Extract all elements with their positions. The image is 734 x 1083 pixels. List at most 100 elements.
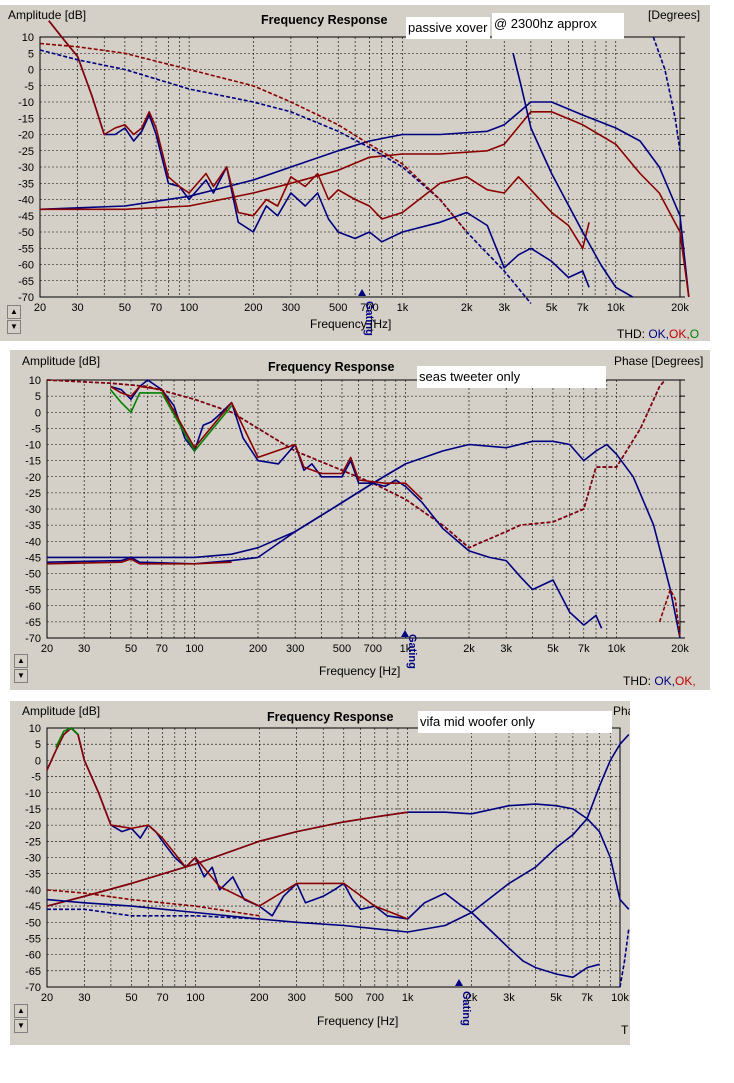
thd-label: T xyxy=(621,1023,629,1037)
y-tick-label: -40 xyxy=(25,536,41,548)
x-tick-label: 10k xyxy=(607,302,625,314)
y-tick-label: -55 xyxy=(18,243,34,255)
x-tick-label: 1k xyxy=(400,643,412,655)
scroll-down-button[interactable]: ▼ xyxy=(14,1019,28,1033)
gating-arrow xyxy=(358,289,366,296)
x-tick-label: 700 xyxy=(366,992,384,1004)
x-tick-label: 20 xyxy=(34,302,46,314)
y-tick-label: -70 xyxy=(25,633,41,645)
thd-label: THD: xyxy=(623,674,651,688)
y-tick-label: 5 xyxy=(28,48,34,60)
y-axis-label: Amplitude [dB] xyxy=(22,704,101,718)
x-axis-label: Frequency [Hz] xyxy=(310,317,392,331)
phase-axis-label: Pha xyxy=(613,704,630,718)
x-tick-label: 1k xyxy=(402,992,414,1004)
scroll-up-button[interactable]: ▲ xyxy=(7,305,21,319)
x-tick-label: 300 xyxy=(282,302,300,314)
x-tick-label: 50 xyxy=(125,992,137,1004)
series-line-3 xyxy=(48,20,590,288)
series-line-4 xyxy=(46,463,406,565)
y-tick-label: -10 xyxy=(25,440,41,452)
x-tick-label: 3k xyxy=(503,992,515,1004)
x-tick-label: 7k xyxy=(578,643,590,655)
x-axis-label: Frequency [Hz] xyxy=(317,1014,399,1028)
y-tick-label: -30 xyxy=(18,162,34,174)
annotation-seas-tweeter: seas tweeter only xyxy=(417,366,606,388)
y-tick-label: -45 xyxy=(18,211,34,223)
y-tick-label: -70 xyxy=(18,292,34,304)
y-tick-label: 0 xyxy=(28,65,34,77)
x-tick-label: 30 xyxy=(78,992,90,1004)
x-tick-label: 1k xyxy=(397,302,409,314)
x-tick-label: 300 xyxy=(286,643,304,655)
chart-title: Frequency Response xyxy=(268,360,395,374)
y-tick-label: -60 xyxy=(25,950,41,962)
chart-title: Frequency Response xyxy=(267,710,394,724)
y-tick-label: -50 xyxy=(25,569,41,581)
scroll-up-button[interactable]: ▲ xyxy=(14,1004,28,1018)
y-tick-label: -5 xyxy=(31,423,41,435)
thd-ok-2: OK, xyxy=(675,674,696,688)
series-line-6 xyxy=(39,42,468,233)
y-tick-label: -5 xyxy=(24,81,34,93)
y-tick-label: -5 xyxy=(31,772,41,784)
series-line-4 xyxy=(48,20,590,250)
y-tick-label: -50 xyxy=(18,227,34,239)
x-tick-label: 100 xyxy=(185,643,203,655)
x-tick-label: 30 xyxy=(78,643,90,655)
y-tick-label: -35 xyxy=(25,520,41,532)
scroll-down-button[interactable]: ▼ xyxy=(14,669,28,683)
y-tick-label: -45 xyxy=(25,901,41,913)
y-tick-label: -55 xyxy=(25,585,41,597)
thd-status: THD: OK,OK,O xyxy=(617,327,699,341)
x-tick-label: 20 xyxy=(41,992,53,1004)
y-tick-label: -10 xyxy=(25,788,41,800)
y-tick-label: -55 xyxy=(25,933,41,945)
x-tick-label: 20k xyxy=(671,302,689,314)
scroll-down-button[interactable]: ▼ xyxy=(7,320,21,334)
y-tick-label: -60 xyxy=(25,601,41,613)
y-tick-label: -65 xyxy=(25,966,41,978)
y-tick-label: -25 xyxy=(18,146,34,158)
phase-axis-label: [Degrees] xyxy=(648,8,701,22)
x-tick-label: 100 xyxy=(186,992,204,1004)
x-tick-label: 100 xyxy=(180,302,198,314)
series-line-1 xyxy=(39,101,690,298)
series-line-2 xyxy=(46,379,666,549)
x-tick-label: 10k xyxy=(611,992,629,1004)
gating-arrow xyxy=(455,979,463,986)
y-tick-label: 5 xyxy=(35,391,41,403)
x-tick-label: 70 xyxy=(156,643,168,655)
y-tick-label: -20 xyxy=(25,472,41,484)
y-tick-label: -70 xyxy=(25,982,41,994)
chart-panel-3: 10 5 0 -5 -10 -15 -20 -25 -30 -35 -40 -45 -50 -55 -60-… xyxy=(10,701,630,1045)
y-tick-label: -30 xyxy=(25,853,41,865)
x-tick-label: 200 xyxy=(249,643,267,655)
gating-marker: Gating xyxy=(363,301,375,336)
y-tick-label: 10 xyxy=(22,32,34,44)
y-tick-label: -20 xyxy=(25,820,41,832)
annotation-crossover-frequency: @ 2300hz approx xyxy=(492,13,624,39)
y-tick-label: -15 xyxy=(25,804,41,816)
y-tick-label: -40 xyxy=(25,885,41,897)
series-line-8 xyxy=(109,389,233,452)
series-line-3 xyxy=(55,727,79,748)
y-tick-label: 10 xyxy=(29,375,41,387)
x-tick-label: 3k xyxy=(498,302,510,314)
x-tick-label: 2k xyxy=(461,302,473,314)
scroll-up-button[interactable]: ▲ xyxy=(14,654,28,668)
y-tick-label: -25 xyxy=(25,488,41,500)
y-tick-label: -15 xyxy=(25,456,41,468)
x-tick-label: 7k xyxy=(581,992,593,1004)
x-tick-label: 20 xyxy=(41,643,53,655)
x-tick-label: 30 xyxy=(71,302,83,314)
x-tick-label: 50 xyxy=(125,643,137,655)
series-line-8 xyxy=(47,908,260,920)
x-tick-label: 300 xyxy=(288,992,306,1004)
x-tick-label: 70 xyxy=(156,992,168,1004)
x-axis-label: Frequency [Hz] xyxy=(319,664,401,678)
series-line-2 xyxy=(40,111,690,298)
x-tick-label: 700 xyxy=(360,302,378,314)
chart-title: Frequency Response xyxy=(261,13,388,27)
y-tick-label: -15 xyxy=(18,113,34,125)
